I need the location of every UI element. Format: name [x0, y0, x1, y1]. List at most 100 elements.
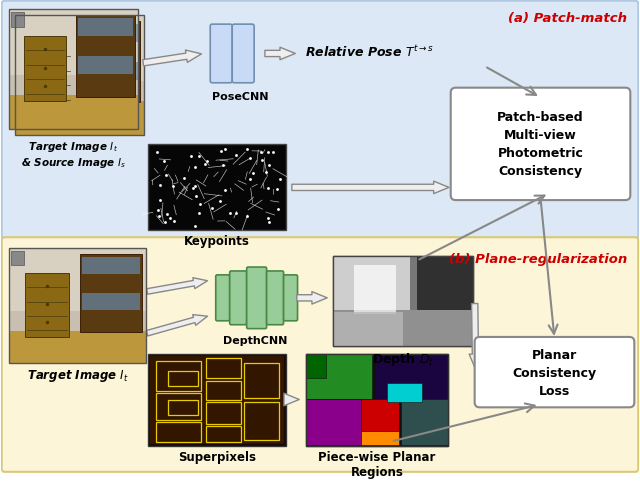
Bar — [361, 400, 399, 431]
Bar — [148, 354, 286, 447]
Text: DepthCNN: DepthCNN — [223, 335, 287, 345]
Bar — [148, 145, 286, 231]
FancyBboxPatch shape — [216, 275, 230, 321]
FancyArrowPatch shape — [265, 48, 295, 60]
Bar — [9, 332, 147, 363]
Point — [216, 148, 227, 156]
Point — [273, 206, 283, 213]
Bar — [150, 356, 284, 444]
Point — [200, 160, 210, 168]
FancyBboxPatch shape — [210, 25, 232, 84]
Bar — [306, 354, 448, 447]
Bar — [78, 57, 132, 75]
Bar — [206, 359, 241, 378]
Point — [243, 213, 253, 221]
Point — [264, 162, 274, 169]
Bar — [417, 256, 473, 315]
Bar — [15, 16, 145, 82]
Text: PoseCNN: PoseCNN — [212, 91, 268, 101]
FancyBboxPatch shape — [2, 1, 638, 239]
Bar — [9, 11, 138, 76]
Bar — [84, 63, 138, 80]
Text: Depth $D_t$: Depth $D_t$ — [372, 350, 434, 367]
Bar — [387, 383, 422, 403]
Bar — [206, 426, 241, 441]
Text: Target Image $I_t$: Target Image $I_t$ — [27, 367, 129, 383]
Point — [220, 146, 230, 153]
Point — [190, 164, 200, 171]
Bar — [244, 403, 279, 439]
Bar — [9, 11, 138, 129]
FancyArrowPatch shape — [469, 304, 482, 370]
Point — [152, 149, 162, 156]
Point — [155, 197, 165, 205]
Point — [215, 197, 225, 205]
Point — [155, 182, 165, 190]
FancyArrowPatch shape — [292, 182, 449, 194]
FancyBboxPatch shape — [451, 89, 630, 201]
Bar — [333, 312, 403, 346]
Bar — [83, 257, 140, 274]
Point — [161, 172, 172, 180]
FancyArrowPatch shape — [297, 292, 327, 304]
Bar — [17, 19, 29, 33]
Point — [186, 153, 196, 161]
Point — [194, 210, 204, 217]
Bar — [84, 25, 138, 43]
Bar — [76, 16, 134, 97]
Point — [202, 158, 212, 166]
Point — [225, 210, 235, 217]
Bar — [375, 354, 448, 405]
Bar — [361, 431, 399, 445]
Bar — [168, 371, 198, 386]
FancyBboxPatch shape — [230, 272, 246, 325]
Bar — [80, 254, 142, 333]
Text: Piece-wise Planar
Regions: Piece-wise Planar Regions — [318, 451, 436, 478]
FancyBboxPatch shape — [284, 275, 298, 321]
FancyArrowPatch shape — [284, 393, 300, 406]
Point — [261, 168, 271, 176]
Point — [245, 154, 255, 162]
Bar — [306, 354, 372, 400]
Bar — [78, 19, 132, 37]
Point — [275, 176, 285, 184]
Point — [168, 182, 179, 190]
Bar — [11, 251, 24, 265]
Text: Target Image $I_t$
& Source Image $I_s$: Target Image $I_t$ & Source Image $I_s$ — [21, 140, 126, 170]
Point — [263, 149, 273, 157]
Bar — [401, 400, 448, 445]
Bar — [15, 102, 145, 136]
Point — [248, 170, 259, 178]
Point — [268, 149, 278, 157]
Point — [154, 213, 164, 221]
Point — [163, 210, 173, 218]
Bar — [333, 256, 473, 346]
Point — [169, 218, 179, 226]
Point — [190, 223, 200, 231]
Bar — [9, 96, 138, 129]
Point — [255, 149, 266, 156]
Bar — [156, 393, 201, 420]
Bar — [168, 401, 198, 415]
Bar — [333, 256, 410, 310]
FancyArrowPatch shape — [147, 315, 207, 336]
FancyBboxPatch shape — [2, 238, 638, 472]
Bar — [9, 11, 138, 129]
Point — [195, 201, 205, 209]
Point — [164, 215, 175, 223]
Bar — [306, 400, 361, 445]
Point — [207, 205, 217, 212]
Text: (a) Patch-match: (a) Patch-match — [508, 13, 627, 25]
Text: Keypoints: Keypoints — [184, 235, 250, 248]
Point — [191, 193, 201, 200]
Point — [160, 219, 170, 227]
Bar — [9, 248, 147, 363]
Point — [231, 152, 241, 160]
Point — [231, 210, 241, 218]
Point — [179, 174, 189, 182]
Point — [262, 184, 273, 192]
Point — [220, 187, 230, 195]
Bar — [9, 248, 147, 312]
Text: Planar
Consistency
Loss: Planar Consistency Loss — [513, 348, 596, 397]
FancyBboxPatch shape — [267, 272, 284, 325]
